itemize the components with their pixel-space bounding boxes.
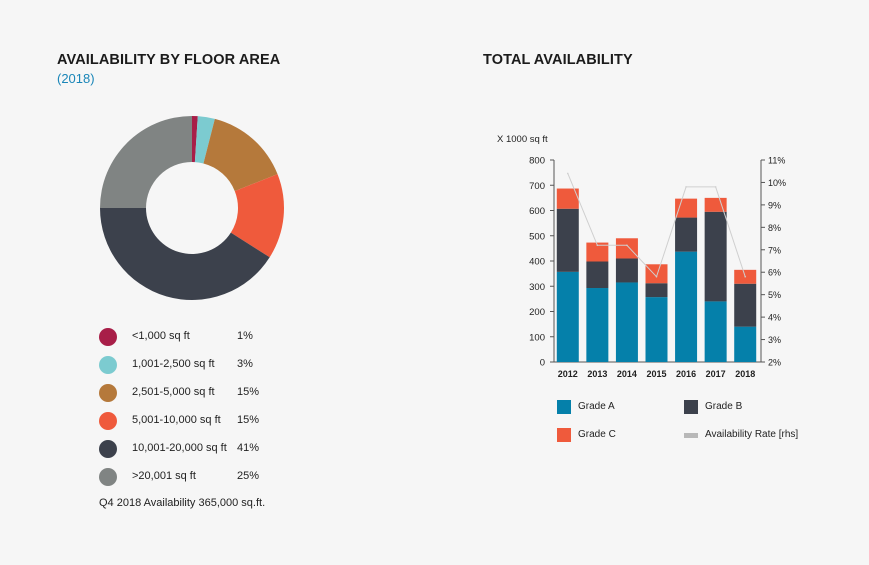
y-axis-label: X 1000 sq ft (497, 134, 548, 145)
bar-grade-c-2015 (645, 264, 668, 284)
y2-tick-label: 8% (768, 223, 781, 233)
legend-percentage: 15% (237, 386, 260, 398)
bar-grade-a-2018 (734, 326, 757, 362)
y2-tick-label: 4% (768, 313, 781, 323)
availability-rate-point-2014 (626, 244, 628, 247)
legend-percentage: 1% (237, 330, 253, 342)
bar-grade-c-2012 (556, 188, 579, 209)
legend-label: 10,001-20,000 sq ft (132, 442, 227, 454)
y-tick-label: 400 (529, 257, 545, 268)
bar-legend-swatch (557, 400, 571, 414)
legend-percentage: 41% (237, 442, 260, 454)
y-tick-label: 800 (529, 156, 545, 167)
bar-legend-swatch (684, 400, 698, 414)
y2-tick-label: 2% (768, 358, 781, 368)
x-tick-label: 2015 (646, 369, 666, 379)
donut-slice-1-001-2-500-sq-ft (194, 116, 215, 164)
y2-tick-label: 5% (768, 290, 781, 300)
bar-grade-a-2013 (586, 288, 609, 362)
availability-rate-point-2013 (596, 244, 599, 247)
bar-legend-label: Grade B (705, 401, 743, 412)
bar-grade-c-2016 (675, 198, 698, 218)
y-tick-label: 100 (529, 332, 545, 343)
bar-legend-label: Grade C (578, 429, 616, 440)
donut-slice-5-001-10-000-sq-ft (230, 174, 284, 258)
y2-tick-label: 11% (768, 156, 785, 166)
bar-legend-label: Availability Rate [rhs] (705, 429, 799, 440)
legend-swatch (99, 328, 117, 346)
x-tick-label: 2013 (587, 369, 607, 379)
legend-label: <1,000 sq ft (132, 330, 190, 342)
bar-grade-c-2017 (704, 197, 727, 212)
donut-slice-20-001-sq-ft (100, 116, 192, 208)
x-tick-label: 2018 (735, 369, 755, 379)
donut-slice-2-501-5-000-sq-ft (203, 118, 278, 192)
x-tick-label: 2016 (676, 369, 696, 379)
legend-label: 5,001-10,000 sq ft (132, 414, 221, 426)
y-tick-label: 0 (540, 358, 545, 369)
bar-grade-c-2014 (615, 238, 638, 259)
y2-tick-label: 9% (768, 200, 781, 210)
floor-area-chart-subtitle: (2018) (57, 71, 95, 86)
y2-tick-label: 7% (768, 245, 781, 255)
y-tick-label: 700 (529, 181, 545, 192)
bar-grade-b-2018 (734, 283, 757, 327)
legend-swatch (99, 440, 117, 458)
bar-grade-a-2016 (675, 251, 698, 362)
legend-label: 1,001-2,500 sq ft (132, 358, 215, 370)
bar-grade-b-2016 (675, 217, 698, 252)
donut-slice-10-001-20-000-sq-ft (100, 208, 270, 300)
legend-label: 2,501-5,000 sq ft (132, 386, 215, 398)
availability-rate-point-2012 (566, 172, 569, 175)
bar-legend-label: Grade A (578, 401, 615, 412)
y-tick-label: 300 (529, 282, 545, 293)
bar-grade-a-2012 (556, 271, 579, 362)
bar-legend-swatch (684, 433, 698, 438)
availability-rate-point-2015 (655, 275, 658, 278)
legend-percentage: 15% (237, 414, 260, 426)
bar-grade-c-2013 (586, 242, 609, 262)
legend-swatch (99, 356, 117, 374)
y-tick-label: 200 (529, 307, 545, 318)
availability-rate-point-2018 (744, 275, 747, 278)
bar-grade-a-2017 (704, 301, 727, 362)
y2-tick-label: 6% (768, 268, 781, 278)
total-availability-chart-title: TOTAL AVAILABILITY (483, 52, 633, 68)
y2-tick-label: 10% (768, 178, 786, 188)
legend-swatch (99, 412, 117, 430)
y-tick-label: 600 (529, 206, 545, 217)
y2-tick-label: 3% (768, 335, 781, 345)
availability-footnote: Q4 2018 Availability 365,000 sq.ft. (99, 497, 266, 509)
availability-rate-point-2017 (714, 186, 717, 188)
y-tick-label: 500 (529, 231, 545, 242)
bar-grade-a-2015 (645, 297, 668, 362)
bar-grade-b-2015 (645, 283, 668, 298)
legend-swatch (99, 384, 117, 402)
bar-grade-a-2014 (615, 282, 638, 362)
legend-swatch (99, 468, 117, 486)
legend-percentage: 3% (237, 358, 253, 370)
bar-grade-b-2012 (556, 208, 579, 272)
availability-rate-point-2016 (685, 186, 687, 188)
floor-area-chart-title: AVAILABILITY BY FLOOR AREA (57, 52, 281, 68)
x-tick-label: 2017 (706, 369, 726, 379)
legend-label: >20,001 sq ft (132, 470, 196, 482)
donut-slice-1-000-sq-ft (192, 116, 198, 163)
bar-grade-b-2014 (615, 258, 638, 283)
bar-grade-b-2017 (704, 211, 727, 302)
bar-grade-b-2013 (586, 261, 609, 289)
x-tick-label: 2012 (558, 369, 578, 379)
x-tick-label: 2014 (617, 369, 637, 379)
legend-percentage: 25% (237, 470, 260, 482)
bar-legend-swatch (557, 428, 571, 442)
